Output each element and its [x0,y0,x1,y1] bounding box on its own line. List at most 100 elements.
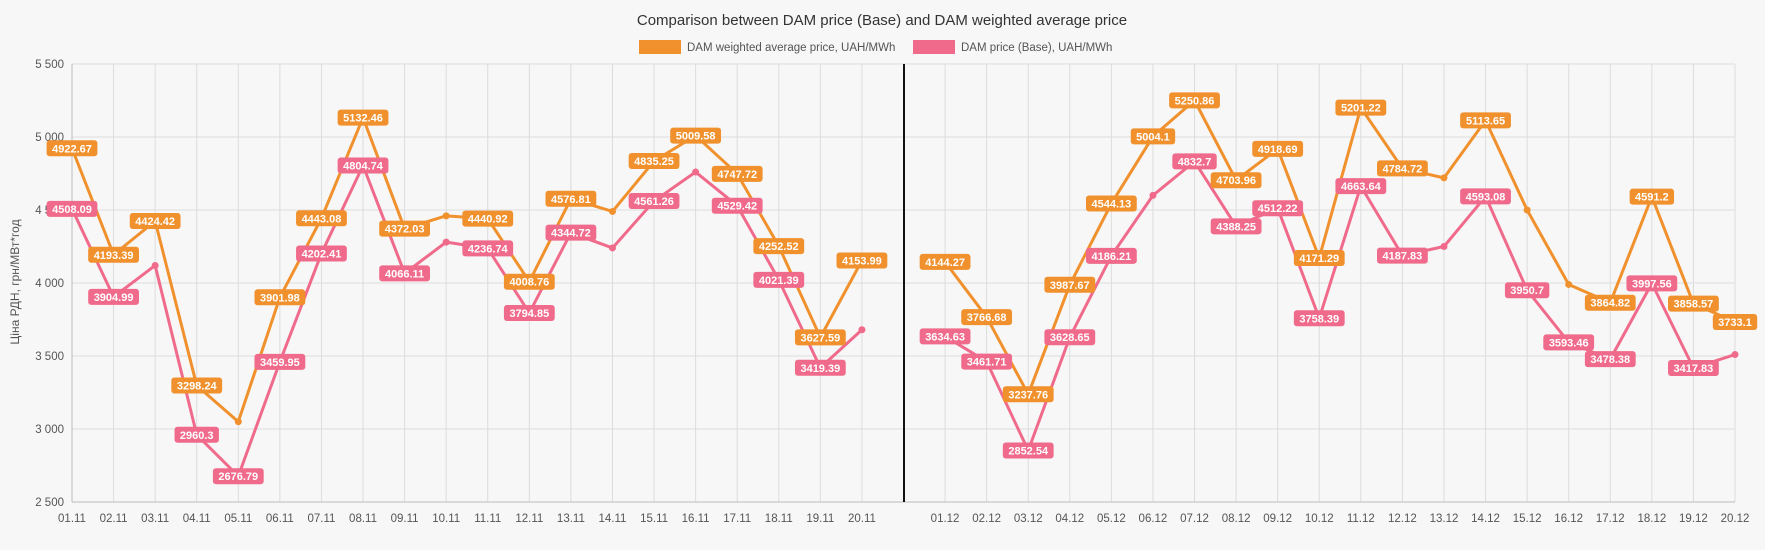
data-label-bg-1 [1293,310,1345,327]
data-label-0: 4591.2 [1635,192,1669,204]
data-label-bg-1 [711,197,763,214]
x-tick-label: 17.11 [723,513,751,525]
y-tick-label: 4 000 [35,278,64,290]
legend-swatch-base[interactable] [913,40,955,54]
x-tick-label: 09.11 [391,513,419,525]
x-tick-label: 07.11 [307,513,335,525]
data-label-bg-0 [296,210,347,227]
data-point-0 [608,207,616,215]
data-label-bg-1 [1626,275,1678,292]
data-label-0: 4703.96 [1216,175,1256,187]
x-tick-label: 11.12 [1347,513,1375,525]
data-label-1: 3794.85 [509,308,549,320]
x-tick-label: 08.12 [1222,513,1251,525]
data-label-bg-0 [1169,92,1220,109]
data-label-bg-1 [254,353,306,370]
data-label-bg-0 [711,165,763,182]
x-tick-label: 04.12 [1055,513,1084,525]
data-label-bg-0 [1668,295,1719,312]
data-label-bg-1 [1002,442,1054,459]
data-label-bg-1 [212,468,264,485]
data-label-1: 2960.3 [180,430,214,442]
data-label-bg-1 [462,240,514,257]
x-tick-label: 01.11 [58,513,86,525]
data-label-1: 4202.41 [302,248,342,260]
x-tick-label: 20.12 [1721,513,1750,525]
data-label-1: 4508.09 [52,204,92,216]
data-label-0: 4153.99 [842,256,882,268]
data-point-1 [1440,243,1448,250]
data-label-1: 2676.79 [218,471,258,483]
data-label-bg-1 [628,193,680,210]
data-label-0: 3858.57 [1674,299,1714,311]
x-tick-label: 16.12 [1554,513,1583,525]
data-label-bg-1 [1460,188,1511,205]
data-label-bg-0 [545,190,597,207]
data-label-bg-0 [1210,172,1262,189]
data-label-bg-0 [503,273,555,290]
data-label-1: 3634.63 [925,331,965,343]
data-label-0: 4193.39 [94,250,134,262]
x-tick-label: 05.12 [1097,513,1126,525]
legend[interactable]: DAM weighted average price, UAH/MWh DAM … [639,40,1112,54]
data-label-bg-0 [171,377,223,394]
data-label-bg-1 [1335,178,1387,195]
data-point-1 [692,168,700,176]
x-tick-label: 03.12 [1014,513,1043,525]
x-tick-label: 18.12 [1637,513,1666,525]
data-label-bg-0 [794,329,846,346]
data-label-bg-0 [88,246,139,263]
data-label-bg-1 [919,328,971,345]
data-label-0: 4171.29 [1299,253,1339,265]
x-tick-label: 16.11 [682,513,710,525]
x-tick-label: 20.11 [848,513,876,525]
legend-label-base[interactable]: DAM price (Base), UAH/MWh [961,42,1112,54]
y-tick-label: 3 500 [35,351,64,363]
data-label-0: 5250.86 [1175,95,1215,107]
data-label-1: 4236.74 [468,243,509,255]
data-label-bg-0 [379,220,430,237]
data-label-bg-0 [836,252,888,269]
y-tick-label: 5 500 [35,59,64,71]
data-point-0 [1440,174,1448,182]
data-label-bg-1 [794,359,846,376]
x-tick-label: 07.12 [1180,513,1209,525]
data-label-0: 4008.76 [509,277,549,289]
data-label-1: 3417.83 [1674,363,1714,375]
data-label-bg-0 [1335,99,1387,116]
data-label-bg-0 [961,309,1013,326]
data-label-bg-0 [46,140,98,157]
data-label-bg-0 [129,213,181,230]
data-label-bg-1 [1172,153,1217,170]
data-label-0: 4784.72 [1383,163,1423,175]
data-label-1: 4187.83 [1383,251,1423,263]
data-label-1: 3461.71 [967,357,1007,369]
x-tick-label: 06.11 [266,513,294,525]
x-tick-label: 19.11 [806,513,834,525]
data-point-0 [442,212,450,220]
data-label-1: 4066.11 [385,268,424,280]
data-label-bg-0 [753,238,805,255]
x-tick-label: 15.11 [640,513,668,525]
data-label-1: 4593.08 [1466,191,1506,203]
data-label-0: 4424.42 [135,216,175,228]
data-label-1: 4344.72 [551,228,591,240]
data-label-0: 3766.68 [967,312,1007,324]
data-point-1 [151,261,159,269]
x-tick-label: 19.12 [1679,513,1708,525]
x-tick-label: 13.11 [557,513,585,525]
data-label-bg-0 [462,210,514,227]
data-label-1: 3459.95 [260,357,300,369]
y-tick-label: 3 000 [35,424,64,436]
x-tick-label: 01.12 [931,513,960,525]
data-label-0: 3298.24 [177,380,218,392]
data-label-0: 3864.82 [1590,298,1630,310]
x-tick-label: 14.12 [1471,513,1500,525]
data-label-bg-1 [1377,247,1428,264]
legend-label-weighted[interactable]: DAM weighted average price, UAH/MWh [687,42,895,54]
x-tick-label: 10.12 [1305,513,1334,525]
x-tick-label: 12.12 [1388,513,1417,525]
data-label-1: 4512.22 [1258,203,1298,215]
legend-swatch-weighted[interactable] [639,40,681,54]
data-point-1 [858,326,866,334]
